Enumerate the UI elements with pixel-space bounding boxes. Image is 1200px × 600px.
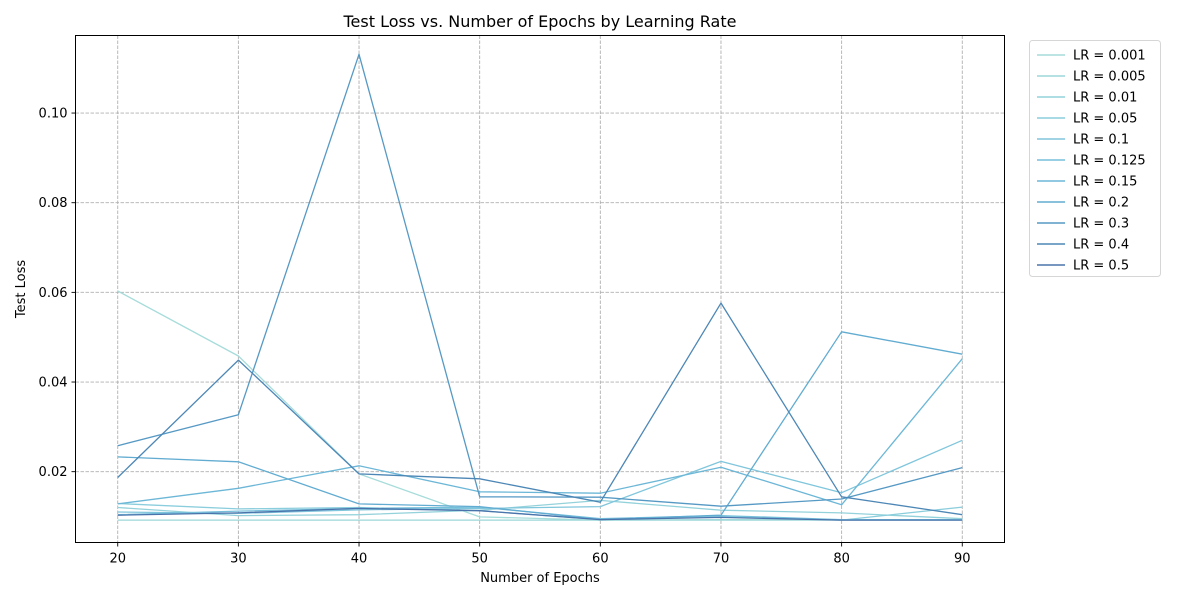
series-line — [117, 507, 963, 521]
y-tick-label: 0.08 — [39, 196, 68, 211]
legend-frame — [1029, 40, 1161, 277]
legend-label: LR = 0.005 — [1073, 70, 1146, 85]
x-tick-label: 50 — [471, 552, 488, 567]
x-tick-label: 80 — [833, 552, 850, 567]
series-line — [117, 358, 963, 506]
y-tick-label: 0.06 — [39, 286, 68, 301]
series-lines — [117, 53, 963, 521]
legend-label: LR = 0.2 — [1073, 196, 1129, 211]
x-tick-label: 60 — [592, 552, 609, 567]
series-line — [117, 502, 963, 521]
x-tick-label: 20 — [109, 552, 126, 567]
series-line — [117, 499, 963, 520]
x-tick-label: 90 — [954, 552, 971, 567]
legend-label: LR = 0.4 — [1073, 238, 1129, 253]
legend-label: LR = 0.15 — [1073, 175, 1137, 190]
series-line — [117, 53, 963, 507]
legend-label: LR = 0.1 — [1073, 133, 1129, 148]
x-tick-label: 70 — [713, 552, 730, 567]
y-tick-label: 0.10 — [39, 107, 68, 122]
legend-label: LR = 0.125 — [1073, 154, 1146, 169]
x-tick-label: 30 — [230, 552, 247, 567]
plot-frame — [75, 35, 1005, 543]
x-axis: 20 30 40 50 60 70 80 90 — [109, 542, 971, 567]
series-line — [117, 302, 963, 516]
grid — [75, 35, 1005, 543]
y-axis-label: Test Loss — [14, 260, 29, 319]
legend-label: LR = 0.3 — [1073, 217, 1129, 232]
y-axis: 0.02 0.04 0.06 0.08 0.10 — [39, 107, 76, 480]
series-line — [117, 331, 963, 521]
legend-label: LR = 0.01 — [1073, 91, 1137, 106]
legend: LR = 0.001 LR = 0.005 LR = 0.01 LR = 0.05 LR… — [1029, 40, 1161, 277]
x-tick-label: 40 — [351, 552, 368, 567]
y-tick-label: 0.02 — [39, 465, 68, 480]
legend-label: LR = 0.05 — [1073, 112, 1137, 127]
y-tick-label: 0.04 — [39, 376, 68, 391]
series-line — [117, 290, 963, 521]
legend-label: LR = 0.001 — [1073, 49, 1146, 64]
legend-label: LR = 0.5 — [1073, 259, 1129, 274]
x-axis-label: Number of Epochs — [480, 571, 600, 586]
chart-title: Test Loss vs. Number of Epochs by Learni… — [343, 12, 737, 31]
